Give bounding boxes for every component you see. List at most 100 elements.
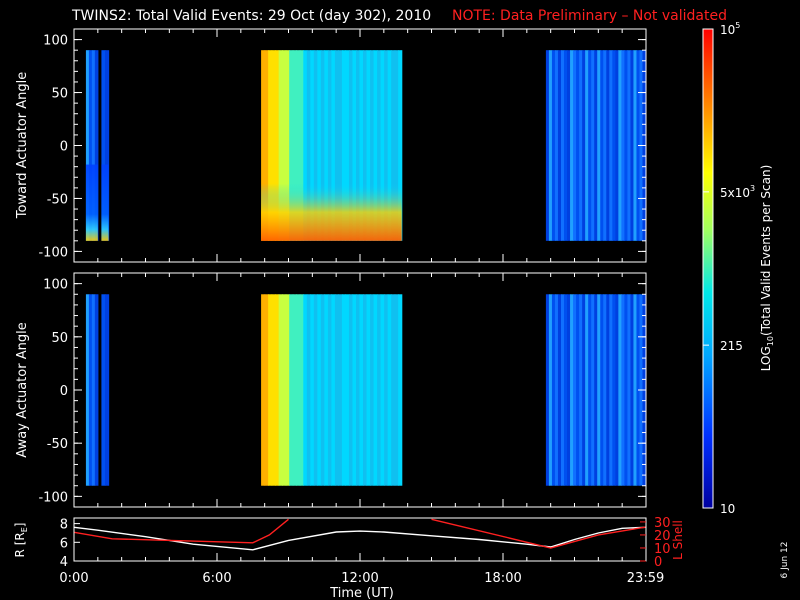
heat-cell — [370, 294, 375, 486]
heat-cell — [363, 294, 368, 486]
colorbar-tick-label: 5x103 — [720, 184, 755, 200]
x-tick-label: 18:00 — [484, 571, 521, 586]
heat-cell — [606, 50, 610, 241]
y-tick-label: -100 — [38, 490, 68, 505]
heat-cell — [278, 294, 283, 486]
heat-cell — [299, 294, 304, 486]
heat-cell — [91, 294, 96, 486]
heat-cell — [554, 50, 559, 241]
heat-cell — [310, 294, 315, 486]
heat-cell — [582, 50, 586, 241]
heat-cell — [387, 294, 392, 486]
heat-cell — [591, 294, 595, 486]
heat-cell — [384, 294, 389, 486]
heat-cell — [567, 294, 571, 486]
heat-cell — [615, 294, 619, 486]
heat-cell — [264, 294, 269, 486]
colorbar-tick-label: 105 — [720, 21, 740, 37]
y-tick-label: 50 — [51, 87, 68, 102]
y-tick-label: 0 — [60, 140, 68, 155]
heat-cell — [630, 50, 635, 241]
heat-cell — [85, 294, 90, 486]
heat-cell — [394, 294, 399, 486]
heat-cell — [373, 294, 378, 486]
x-tick-label: 23:59 — [627, 571, 664, 586]
heat-cell — [334, 294, 340, 486]
heat-cell — [306, 294, 311, 486]
r-tick-label: 4 — [60, 555, 68, 570]
heat-cell — [313, 294, 318, 486]
orbit-series-line — [74, 526, 646, 551]
y-tick-label: -50 — [47, 437, 68, 452]
heat-cell — [567, 50, 571, 241]
lshell-tick-label: 10 — [654, 542, 671, 557]
colorbar-ticks: 105 5x103 215 10 — [703, 21, 755, 516]
heat-cell — [564, 50, 568, 241]
heat-cell — [570, 50, 574, 241]
heat-cell — [289, 294, 294, 486]
r-ylabel-main: R [R — [13, 532, 27, 557]
heat-cell — [594, 294, 598, 486]
heat-cell — [576, 294, 580, 486]
chart-title: TWINS2: Total Valid Events: 29 Oct (day … — [71, 8, 431, 24]
y-tick-label: 50 — [51, 331, 68, 346]
heat-cell — [627, 294, 632, 486]
time-xlabel: Time (UT) — [329, 586, 394, 600]
heat-cell — [603, 50, 607, 241]
heat-cell — [597, 294, 601, 486]
lshell-tick-label: 30 — [654, 516, 671, 531]
heat-cell — [85, 50, 90, 241]
heat-cell — [579, 50, 583, 241]
heat-cell — [588, 294, 592, 486]
r-ylabel-end: ] — [13, 523, 27, 528]
heat-cell — [359, 294, 364, 486]
heat-cell — [327, 294, 332, 486]
heat-cell — [582, 294, 586, 486]
heat-cell — [296, 294, 301, 486]
colorbar-label: LOG10(Total Valid Events per Scan) — [759, 165, 775, 372]
heat-cell — [292, 294, 297, 486]
heat-cell — [366, 294, 371, 486]
r-tick-label: 8 — [60, 518, 68, 533]
heat-cell — [91, 50, 96, 241]
heat-cell — [557, 294, 562, 486]
heat-cell — [612, 50, 616, 241]
heat-cell — [600, 50, 604, 241]
heat-cell — [324, 294, 329, 486]
heat-cell — [104, 294, 110, 486]
heat-cell — [101, 294, 106, 486]
y-tick-label: 100 — [43, 278, 68, 293]
r-ylabel-sub: E — [20, 527, 29, 532]
heat-edge — [101, 164, 109, 241]
heat-cell — [585, 294, 589, 486]
heat-cell — [557, 50, 562, 241]
heat-cell — [94, 294, 99, 486]
date-stamp: 6 Jun 12 — [780, 542, 790, 579]
heat-cell — [101, 50, 106, 241]
heat-cell — [621, 50, 625, 241]
heat-cell — [624, 294, 629, 486]
heat-cell — [612, 294, 616, 486]
heat-edge — [85, 164, 98, 241]
lshell-ylabel: L Shell — [671, 520, 685, 560]
x-tick-label: 12:00 — [341, 571, 378, 586]
heat-cell — [548, 50, 553, 241]
heat-cell — [554, 294, 559, 486]
heat-cell — [618, 294, 622, 486]
heat-cell — [356, 294, 361, 486]
heat-cell — [398, 294, 403, 486]
heat-cell — [588, 50, 592, 241]
heat-cell — [261, 294, 266, 486]
y-tick-label: -100 — [38, 245, 68, 260]
colorbar-tick-label: 215 — [720, 339, 743, 353]
heat-cell — [630, 294, 635, 486]
heat-cell — [573, 50, 577, 241]
heat-cell — [564, 294, 568, 486]
lshell-tick-label: 0 — [654, 555, 662, 570]
heat-cell — [275, 294, 280, 486]
heat-cell — [338, 294, 343, 486]
heat-cell — [380, 294, 385, 486]
heat-cell — [303, 294, 308, 486]
